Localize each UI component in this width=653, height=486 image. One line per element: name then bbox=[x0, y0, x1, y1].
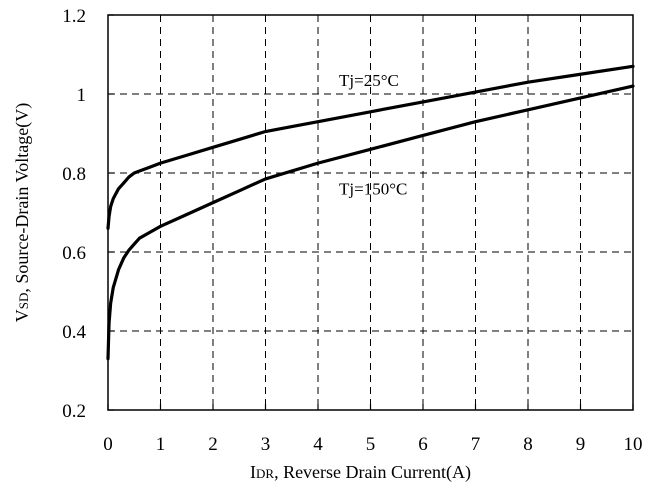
x-axis-label: IDR, Reverse Drain Current(A) bbox=[250, 462, 471, 483]
x-axis-label-sub: DR bbox=[256, 466, 274, 481]
x-tick-label: 4 bbox=[313, 434, 323, 455]
y-axis-label-main: V bbox=[12, 309, 32, 322]
y-axis-label-rest: , Source-Drain Voltage(V) bbox=[12, 103, 33, 293]
x-tick-label: 9 bbox=[576, 434, 586, 455]
x-tick-label: 6 bbox=[418, 434, 428, 455]
x-tick-labels: 0 1 2 3 4 5 6 7 8 9 10 bbox=[103, 434, 642, 455]
x-tick-label: 3 bbox=[261, 434, 271, 455]
y-axis-label-sub: SD bbox=[16, 293, 31, 310]
x-tick-label: 5 bbox=[366, 434, 376, 455]
y-tick-label: 1.2 bbox=[62, 6, 86, 27]
annotations: Tj=25°C Tj=150°C bbox=[339, 71, 407, 199]
x-tick-label: 0 bbox=[103, 434, 113, 455]
x-tick-label: 2 bbox=[208, 434, 218, 455]
y-tick-label: 0.6 bbox=[62, 243, 86, 264]
x-tick-label: 10 bbox=[624, 434, 643, 455]
x-tick-label: 8 bbox=[523, 434, 533, 455]
y-tick-label: 0.4 bbox=[62, 322, 86, 343]
y-tick-labels: 0.2 0.4 0.6 0.8 1 1.2 bbox=[62, 6, 86, 422]
x-axis-label-rest: , Reverse Drain Current(A) bbox=[274, 462, 471, 483]
x-tick-label: 7 bbox=[471, 434, 481, 455]
y-tick-label: 1 bbox=[77, 85, 87, 106]
y-tick-label: 0.2 bbox=[62, 401, 86, 422]
annotation-tj-150c: Tj=150°C bbox=[339, 180, 407, 199]
y-axis-label: VSD, Source-Drain Voltage(V) bbox=[12, 103, 33, 322]
annotation-tj-25c: Tj=25°C bbox=[339, 71, 399, 90]
y-tick-label: 0.8 bbox=[62, 164, 86, 185]
x-tick-label: 1 bbox=[156, 434, 166, 455]
